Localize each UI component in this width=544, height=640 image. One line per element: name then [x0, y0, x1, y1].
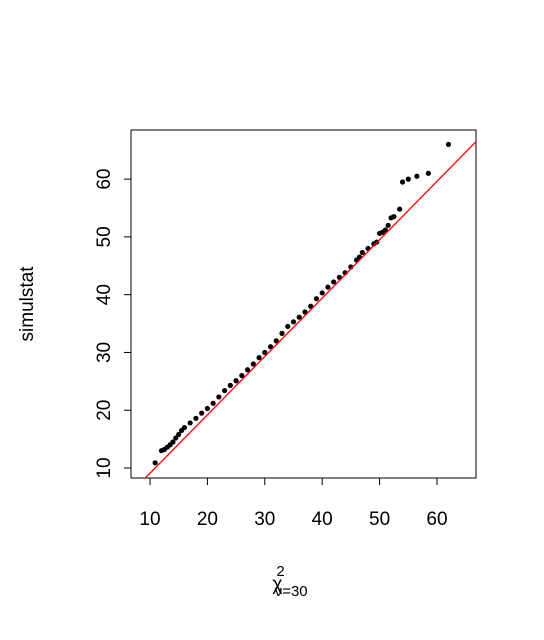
point [227, 382, 233, 388]
point [244, 367, 251, 373]
reference-line-group [144, 141, 476, 478]
x-label-sup: 2 [276, 563, 284, 580]
point [262, 349, 268, 356]
point [414, 173, 420, 179]
point [391, 214, 397, 220]
x-label-symbol: χ [272, 574, 282, 595]
y-tick-label: 40 [94, 284, 115, 305]
point [319, 290, 325, 296]
y-tick-label: 10 [94, 457, 115, 478]
point [425, 170, 431, 176]
point [187, 420, 193, 426]
point [399, 179, 406, 185]
point [397, 206, 403, 212]
point [193, 415, 199, 421]
point [256, 355, 262, 361]
point [250, 361, 256, 367]
point [176, 431, 182, 438]
reference-line [144, 141, 476, 478]
point [181, 424, 188, 431]
y-tick-label: 20 [94, 400, 115, 421]
point [405, 176, 411, 182]
point [216, 394, 222, 400]
point [313, 296, 320, 302]
point [199, 410, 205, 416]
y-tick-label: 50 [94, 226, 115, 247]
point [233, 378, 239, 384]
point [222, 387, 228, 394]
point [152, 460, 158, 466]
y-tick-label: 30 [94, 342, 115, 363]
point [382, 227, 388, 233]
point [204, 405, 210, 412]
point [279, 330, 285, 336]
point [173, 435, 179, 441]
point [170, 439, 176, 445]
x-tick-label: 10 [139, 509, 160, 530]
point [331, 279, 337, 285]
point [273, 338, 279, 344]
point [445, 141, 452, 148]
x-tick-label: 40 [312, 509, 333, 530]
point [359, 249, 365, 256]
point [290, 319, 297, 325]
x-tick-label: 20 [197, 509, 218, 530]
point [302, 309, 308, 315]
x-axis-label: χ2 ν=30 [272, 563, 307, 600]
point [296, 314, 302, 320]
point [325, 284, 331, 290]
y-axis-label: simulstat [17, 266, 38, 342]
point [210, 400, 216, 406]
y-tick-label: 60 [94, 169, 115, 190]
point [267, 344, 274, 350]
point [308, 303, 314, 309]
point [239, 372, 245, 379]
point [285, 323, 291, 330]
point [385, 222, 391, 228]
x-tick-label: 60 [426, 509, 447, 530]
x-label-sub: ν=30 [275, 583, 308, 600]
x-tick-label: 50 [369, 509, 390, 530]
x-tick-label: 30 [254, 509, 275, 530]
